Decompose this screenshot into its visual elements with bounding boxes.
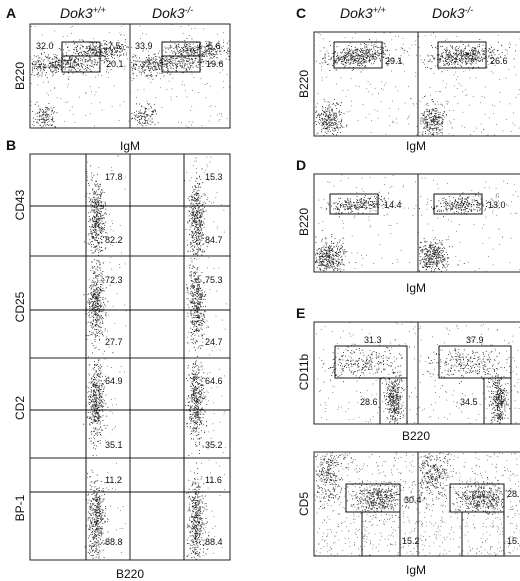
gate — [161, 55, 201, 73]
plot-a-ko — [129, 23, 231, 129]
axis-y-b-cd25: CD25 — [13, 291, 27, 322]
value-b-cd43-wt-1: 17.8 — [105, 172, 123, 182]
value-b-cd25-wt-2: 27.7 — [105, 337, 123, 347]
value-b-bp1-ko-2: 88.4 — [205, 537, 223, 547]
genotype-ko-a: Dok3-/- — [152, 5, 193, 21]
gate — [379, 377, 408, 425]
value-e2-ko-2: 15.7 — [507, 536, 520, 546]
value-a-ko-3: 19.6 — [206, 59, 224, 69]
panel-label-a: A — [6, 5, 16, 21]
axis-x-e2: IgM — [406, 563, 426, 577]
axis-x-a: IgM — [120, 139, 140, 153]
value-a-wt-2: 7.5 — [108, 41, 121, 51]
axis-y-b-bp1: BP-1 — [13, 494, 27, 521]
gate — [61, 41, 101, 57]
value-a-wt-3: 20.1 — [106, 59, 124, 69]
panel-label-d: D — [296, 157, 306, 173]
value-b-bp1-ko-1: 11.6 — [205, 475, 222, 485]
value-e1-wt-1: 31.3 — [364, 335, 382, 345]
value-b-cd43-wt-2: 82.2 — [105, 235, 123, 245]
plot-c-ko — [417, 31, 520, 137]
value-b-cd2-ko-1: 64.6 — [205, 376, 223, 386]
plot-e1-ko — [417, 321, 520, 425]
axis-x-d: IgM — [406, 281, 426, 295]
value-e2-wt-1: 30.4 — [404, 495, 422, 505]
value-b-cd2-wt-2: 35.1 — [105, 440, 123, 450]
value-d-wt: 14.4 — [384, 200, 402, 210]
value-b-cd2-wt-1: 64.9 — [105, 376, 123, 386]
panel-label-e: E — [296, 305, 305, 321]
axis-y-c: B220 — [297, 70, 311, 98]
genotype-ko-c: Dok3-/- — [432, 5, 473, 21]
value-d-ko: 13.0 — [488, 200, 506, 210]
gate — [433, 193, 483, 215]
axis-x-c: IgM — [406, 139, 426, 153]
value-e1-ko-1: 37.9 — [466, 335, 484, 345]
gate — [361, 511, 401, 557]
axis-y-d: B220 — [297, 208, 311, 236]
value-b-cd2-ko-2: 35.2 — [205, 440, 223, 450]
panel-label-c: C — [296, 5, 306, 21]
axis-y-a: B220 — [13, 62, 27, 90]
plot-d-ko — [417, 173, 520, 273]
value-b-cd25-ko-1: 75.3 — [205, 275, 223, 285]
genotype-wt-c: Dok3+/+ — [340, 5, 386, 21]
value-b-cd25-wt-1: 72.3 — [105, 275, 123, 285]
scatter-dots — [30, 24, 520, 561]
axis-x-b: B220 — [116, 567, 144, 581]
axis-y-b-cd2: CD2 — [13, 396, 27, 420]
gate — [334, 345, 408, 379]
value-b-bp1-wt-1: 11.2 — [105, 475, 122, 485]
value-c-wt: 29.1 — [385, 56, 403, 66]
plot-c-wt — [313, 31, 419, 137]
value-c-ko: 26.6 — [490, 56, 508, 66]
plot-b-bp1-ko — [129, 457, 231, 561]
value-b-cd43-ko-1: 15.3 — [205, 172, 223, 182]
gate — [329, 193, 379, 215]
value-b-cd25-ko-2: 24.7 — [205, 337, 223, 347]
genotype-wt-a: Dok3+/+ — [60, 5, 106, 21]
gate — [461, 511, 505, 557]
value-e1-ko-2: 34.5 — [460, 397, 478, 407]
value-a-ko-1: 33.9 — [135, 41, 153, 51]
axis-x-e1: B220 — [402, 429, 430, 443]
value-e2-wt-2: 15.2 — [402, 536, 420, 546]
value-b-cd43-ko-2: 84.7 — [205, 235, 223, 245]
value-e1-wt-2: 28.6 — [360, 397, 378, 407]
value-a-ko-2: 5.6 — [208, 41, 221, 51]
value-e2-ko-1: 28.3 — [507, 489, 520, 499]
gate — [437, 41, 487, 69]
value-a-wt-1: 32.0 — [36, 41, 54, 51]
panel-label-b: B — [6, 137, 16, 153]
axis-y-e1: CD11b — [297, 353, 311, 390]
axis-y-b-cd43: CD43 — [13, 189, 27, 220]
gate — [61, 55, 101, 73]
gate — [438, 345, 512, 379]
value-b-bp1-wt-2: 88.8 — [105, 537, 123, 547]
gate — [333, 41, 383, 69]
axis-y-e2: CD5 — [297, 492, 311, 516]
gate — [483, 377, 512, 425]
